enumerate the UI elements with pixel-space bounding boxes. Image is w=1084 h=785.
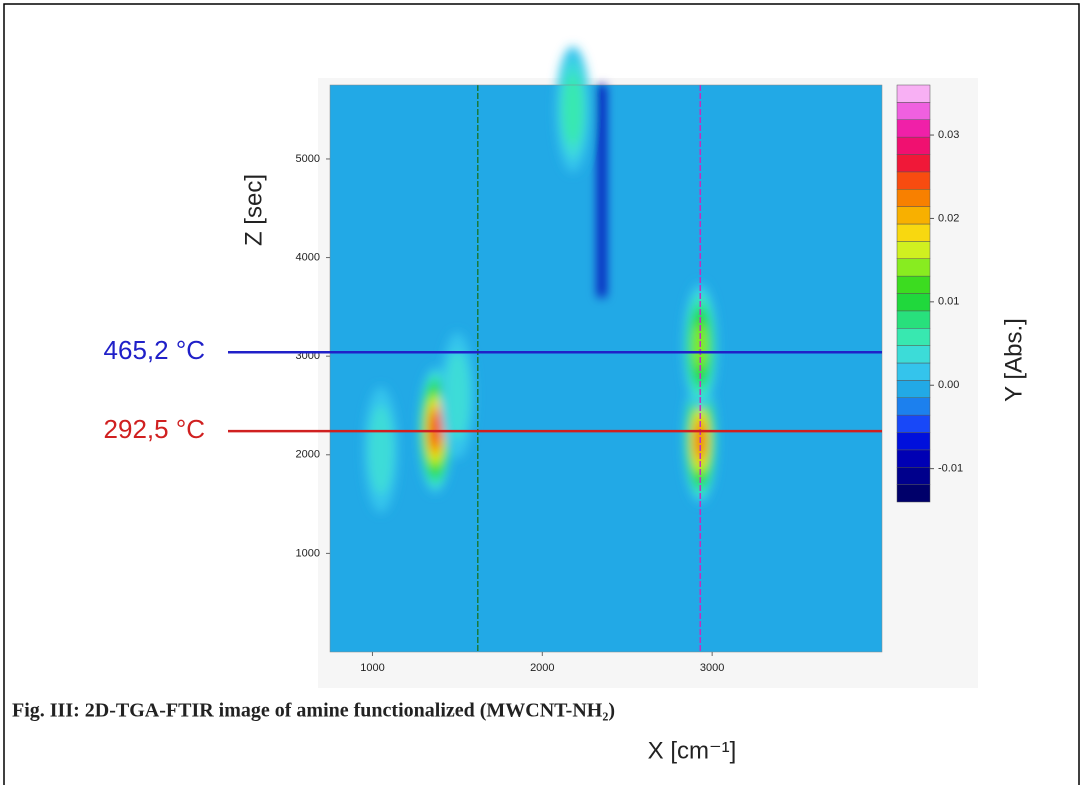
- colorbar-block: [896, 275, 931, 294]
- peak: [555, 46, 590, 173]
- colorbar-block: [896, 362, 931, 381]
- colorbar-block: [896, 154, 931, 173]
- figure-border: [3, 3, 1080, 785]
- colorbar-block: [896, 397, 931, 416]
- colorbar-block: [896, 432, 931, 451]
- x-tick-label: 2000: [530, 662, 554, 674]
- colorbar-tick-label: 0.02: [938, 212, 959, 224]
- caption: Fig. III: 2D-TGA-FTIR image of amine fun…: [12, 700, 615, 722]
- colorbar-block: [896, 241, 931, 259]
- x-tick-label: 3000: [700, 662, 724, 674]
- colorbar-block: [896, 258, 931, 277]
- band: [597, 85, 606, 298]
- temperature-label: 292,5 °C: [104, 414, 205, 444]
- colorbar-block: [896, 345, 931, 364]
- y-tick-label: 4000: [296, 251, 320, 263]
- colorbar-block: [896, 206, 931, 225]
- peak-level: [562, 74, 583, 146]
- y-tick-label: 5000: [296, 153, 320, 165]
- y-tick-label: 2000: [296, 449, 320, 461]
- colorbar-block: [896, 328, 931, 346]
- colorbar-block: [896, 84, 931, 103]
- colorbar-block: [896, 171, 931, 190]
- colorbar-tick-label: -0.01: [938, 463, 963, 475]
- colorbar-tick-label: 0.00: [938, 379, 959, 391]
- colorbar-block: [896, 467, 931, 485]
- colorbar-label: Y [Abs.]: [1000, 318, 1027, 402]
- colorbar-block: [896, 293, 931, 312]
- temperature-label: 465,2 °C: [104, 335, 205, 365]
- x-axis-label: X [cm⁻¹]: [648, 737, 737, 764]
- colorbar-block: [896, 102, 931, 120]
- y-tick-label: 1000: [296, 547, 320, 559]
- colorbar-tick-label: 0.01: [938, 296, 959, 308]
- peak-level: [445, 350, 470, 441]
- colorbar-block: [896, 380, 931, 398]
- colorbar-block: [896, 484, 931, 503]
- colorbar-block: [896, 414, 931, 433]
- peak: [683, 376, 718, 503]
- peak: [440, 332, 475, 459]
- heatmap-base: [330, 85, 882, 652]
- x-tick-label: 1000: [360, 662, 384, 674]
- colorbar-block: [896, 136, 931, 155]
- colorbar-block: [896, 223, 931, 242]
- colorbar-block: [896, 189, 931, 207]
- colorbar-block: [896, 119, 931, 138]
- heatmap: [330, 46, 882, 652]
- peak-level: [368, 405, 394, 495]
- peak: [363, 386, 398, 513]
- y-axis-label: Z [sec]: [240, 174, 267, 246]
- colorbar-block: [896, 310, 931, 329]
- colorbar-tick-label: 0.03: [938, 129, 959, 141]
- colorbar-block: [896, 449, 931, 468]
- plot-frame: [329, 84, 883, 653]
